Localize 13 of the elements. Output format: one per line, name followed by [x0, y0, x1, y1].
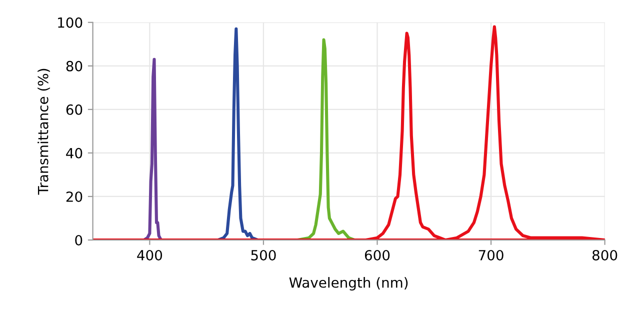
x-tick-label: 800 — [592, 250, 618, 260]
y-tick-label: 40 — [66, 148, 82, 158]
y-tick-label: 60 — [66, 104, 82, 115]
x-axis-title: Wavelength (nm) — [289, 277, 408, 290]
x-tick-label: 700 — [478, 250, 504, 260]
y-tick-label: 0 — [75, 234, 82, 246]
y-axis-title: Transmittance (%) — [38, 68, 50, 195]
x-tick-label: 500 — [251, 250, 276, 260]
y-tick-label: 80 — [66, 60, 82, 72]
y-tick-label: 100 — [58, 17, 82, 28]
x-tick-label: 400 — [137, 250, 162, 260]
y-tick-label: 20 — [66, 191, 82, 202]
x-tick-label: 600 — [364, 250, 390, 260]
